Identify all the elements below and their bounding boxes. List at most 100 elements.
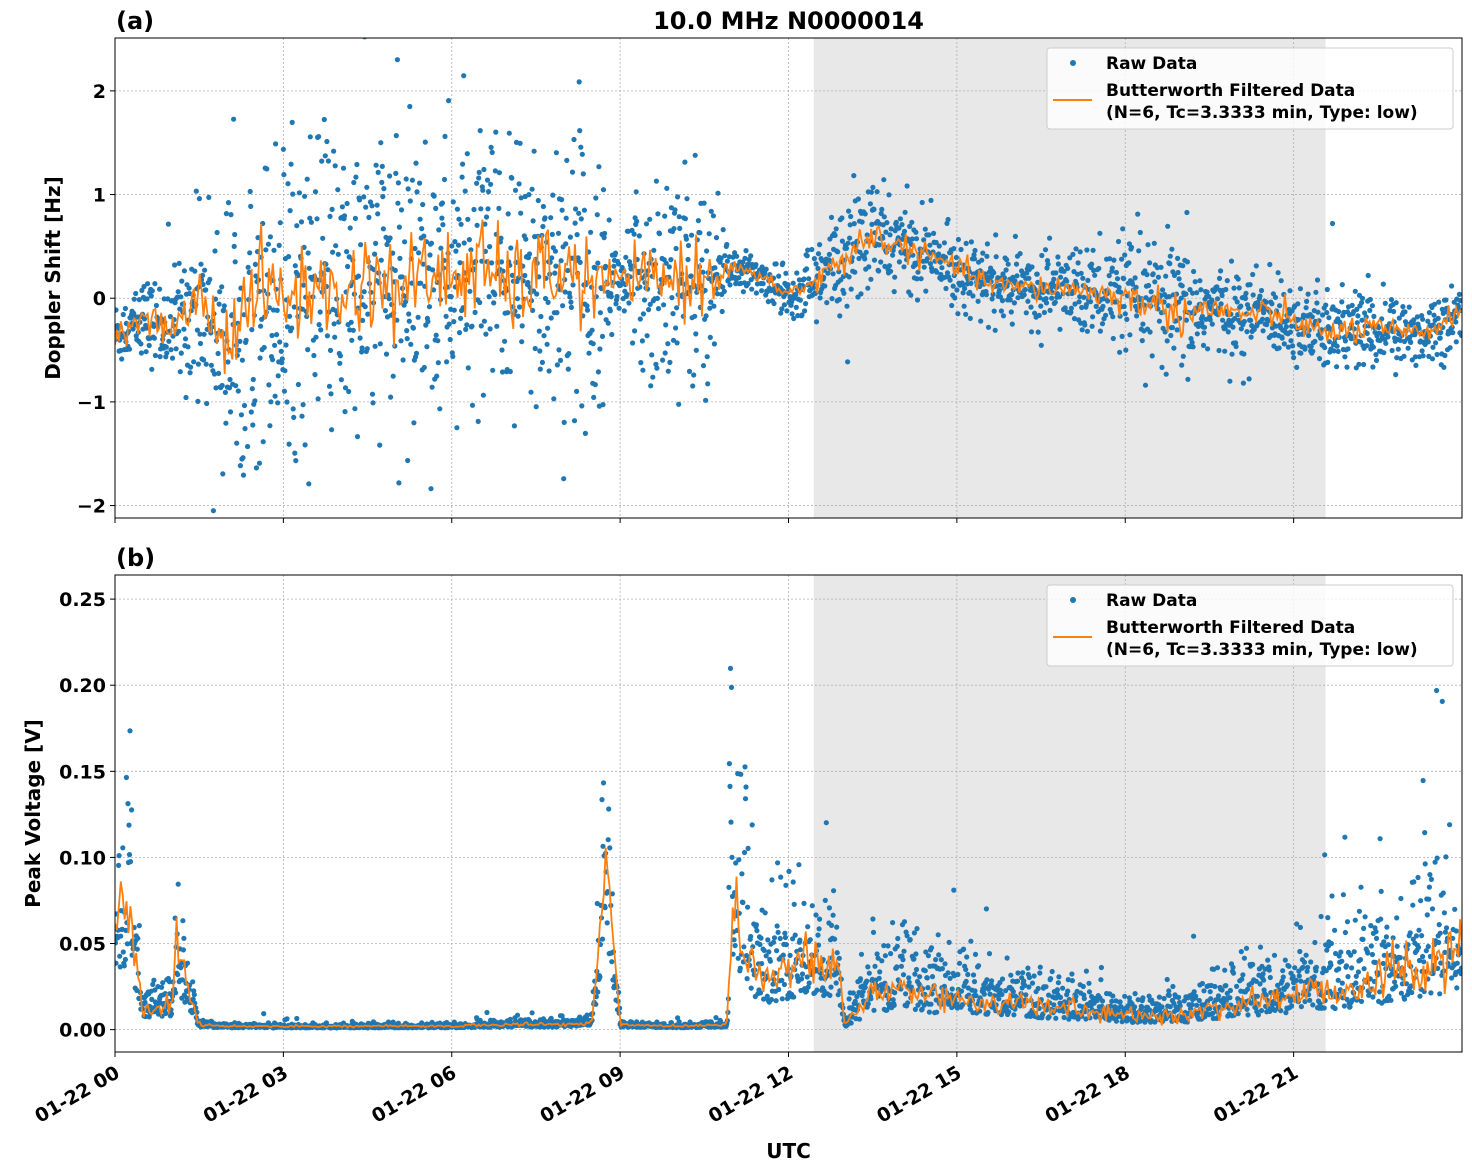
raw-data-point xyxy=(954,1001,960,1007)
raw-data-point xyxy=(1198,287,1204,293)
raw-data-point xyxy=(492,292,498,298)
raw-data-point xyxy=(1006,1009,1012,1015)
raw-data-point xyxy=(131,296,137,302)
raw-data-point xyxy=(707,305,713,311)
raw-data-point xyxy=(1039,252,1045,259)
raw-data-point xyxy=(1354,320,1360,326)
raw-data-point xyxy=(1003,988,1009,994)
raw-data-point xyxy=(346,388,352,395)
raw-data-point xyxy=(203,287,209,293)
raw-data-point xyxy=(1279,991,1285,997)
raw-data-point xyxy=(465,365,471,371)
raw-data-point xyxy=(790,936,796,942)
raw-data-point xyxy=(1161,995,1167,1002)
raw-data-point xyxy=(700,269,706,275)
raw-data-point xyxy=(1113,1018,1119,1024)
raw-data-point xyxy=(355,273,362,279)
raw-data-point xyxy=(172,262,178,268)
raw-data-point xyxy=(1265,318,1271,324)
raw-data-point xyxy=(987,991,993,997)
raw-data-point xyxy=(891,289,897,295)
raw-data-point xyxy=(1114,276,1121,282)
raw-data-point xyxy=(1046,1014,1052,1020)
raw-data-point xyxy=(567,234,574,240)
raw-data-point xyxy=(339,204,345,210)
raw-data-point xyxy=(415,527,420,532)
raw-data-point xyxy=(1068,305,1074,311)
raw-data-point xyxy=(457,260,463,266)
raw-data-point xyxy=(1076,299,1082,305)
raw-data-point xyxy=(379,163,385,169)
raw-data-point xyxy=(553,150,560,156)
raw-data-point xyxy=(794,270,800,276)
raw-data-point xyxy=(1100,303,1106,309)
raw-data-point xyxy=(946,939,952,946)
raw-data-point xyxy=(1369,303,1375,309)
raw-data-point xyxy=(429,384,435,390)
raw-data-point xyxy=(1057,274,1064,280)
raw-data-point xyxy=(1313,964,1319,970)
raw-data-point xyxy=(837,313,843,319)
raw-data-point xyxy=(141,316,148,322)
raw-data-point xyxy=(1266,967,1272,973)
raw-data-point xyxy=(742,255,748,261)
raw-data-point xyxy=(1043,300,1050,306)
raw-data-point xyxy=(338,377,344,383)
raw-data-point xyxy=(325,158,331,164)
raw-data-point xyxy=(567,294,573,300)
raw-data-point xyxy=(836,296,842,303)
raw-data-point xyxy=(1283,1010,1289,1016)
raw-data-point xyxy=(1244,329,1250,335)
raw-data-point xyxy=(208,362,214,368)
raw-data-point xyxy=(933,997,939,1003)
raw-data-point xyxy=(274,307,280,313)
raw-data-point xyxy=(596,164,602,170)
raw-data-point xyxy=(813,912,819,918)
raw-data-point xyxy=(1089,261,1095,267)
raw-data-point xyxy=(152,987,158,993)
raw-data-point xyxy=(941,240,948,246)
raw-data-point xyxy=(1201,324,1208,330)
raw-data-point xyxy=(292,263,298,269)
raw-data-point xyxy=(726,884,732,890)
raw-data-point xyxy=(431,193,437,199)
raw-data-point xyxy=(118,933,124,939)
raw-data-point xyxy=(397,255,403,261)
raw-data-point xyxy=(774,923,780,929)
raw-data-point xyxy=(1024,270,1030,276)
raw-data-point xyxy=(985,324,992,330)
raw-data-point xyxy=(1110,335,1116,342)
raw-data-point xyxy=(1308,343,1314,350)
raw-data-point xyxy=(728,684,735,691)
raw-data-point xyxy=(738,771,744,777)
raw-data-point xyxy=(115,307,119,313)
raw-data-point xyxy=(1223,286,1229,293)
raw-data-point xyxy=(817,242,823,248)
raw-data-point xyxy=(670,337,677,343)
raw-data-point xyxy=(477,299,483,306)
raw-data-point xyxy=(1450,330,1456,336)
raw-data-point xyxy=(601,235,607,241)
raw-data-point xyxy=(406,311,412,317)
raw-data-point xyxy=(561,419,567,425)
raw-data-point xyxy=(706,231,712,237)
raw-data-point xyxy=(533,404,539,410)
raw-data-point xyxy=(775,860,781,866)
raw-data-point xyxy=(130,326,136,332)
raw-data-point xyxy=(337,360,343,366)
raw-data-point xyxy=(1014,273,1020,279)
raw-data-point xyxy=(465,216,471,222)
raw-data-point xyxy=(1086,989,1093,995)
raw-data-point xyxy=(1370,344,1376,350)
raw-data-point xyxy=(1057,994,1064,1001)
raw-data-point xyxy=(1009,291,1015,298)
raw-data-point xyxy=(387,235,393,241)
raw-data-point xyxy=(272,342,278,348)
raw-data-point xyxy=(945,970,951,976)
raw-data-point xyxy=(972,247,978,254)
raw-data-point xyxy=(600,780,607,786)
raw-data-point xyxy=(424,344,430,350)
raw-data-point xyxy=(1136,248,1142,254)
raw-data-point xyxy=(1107,256,1113,262)
legend-box xyxy=(1046,47,1454,130)
